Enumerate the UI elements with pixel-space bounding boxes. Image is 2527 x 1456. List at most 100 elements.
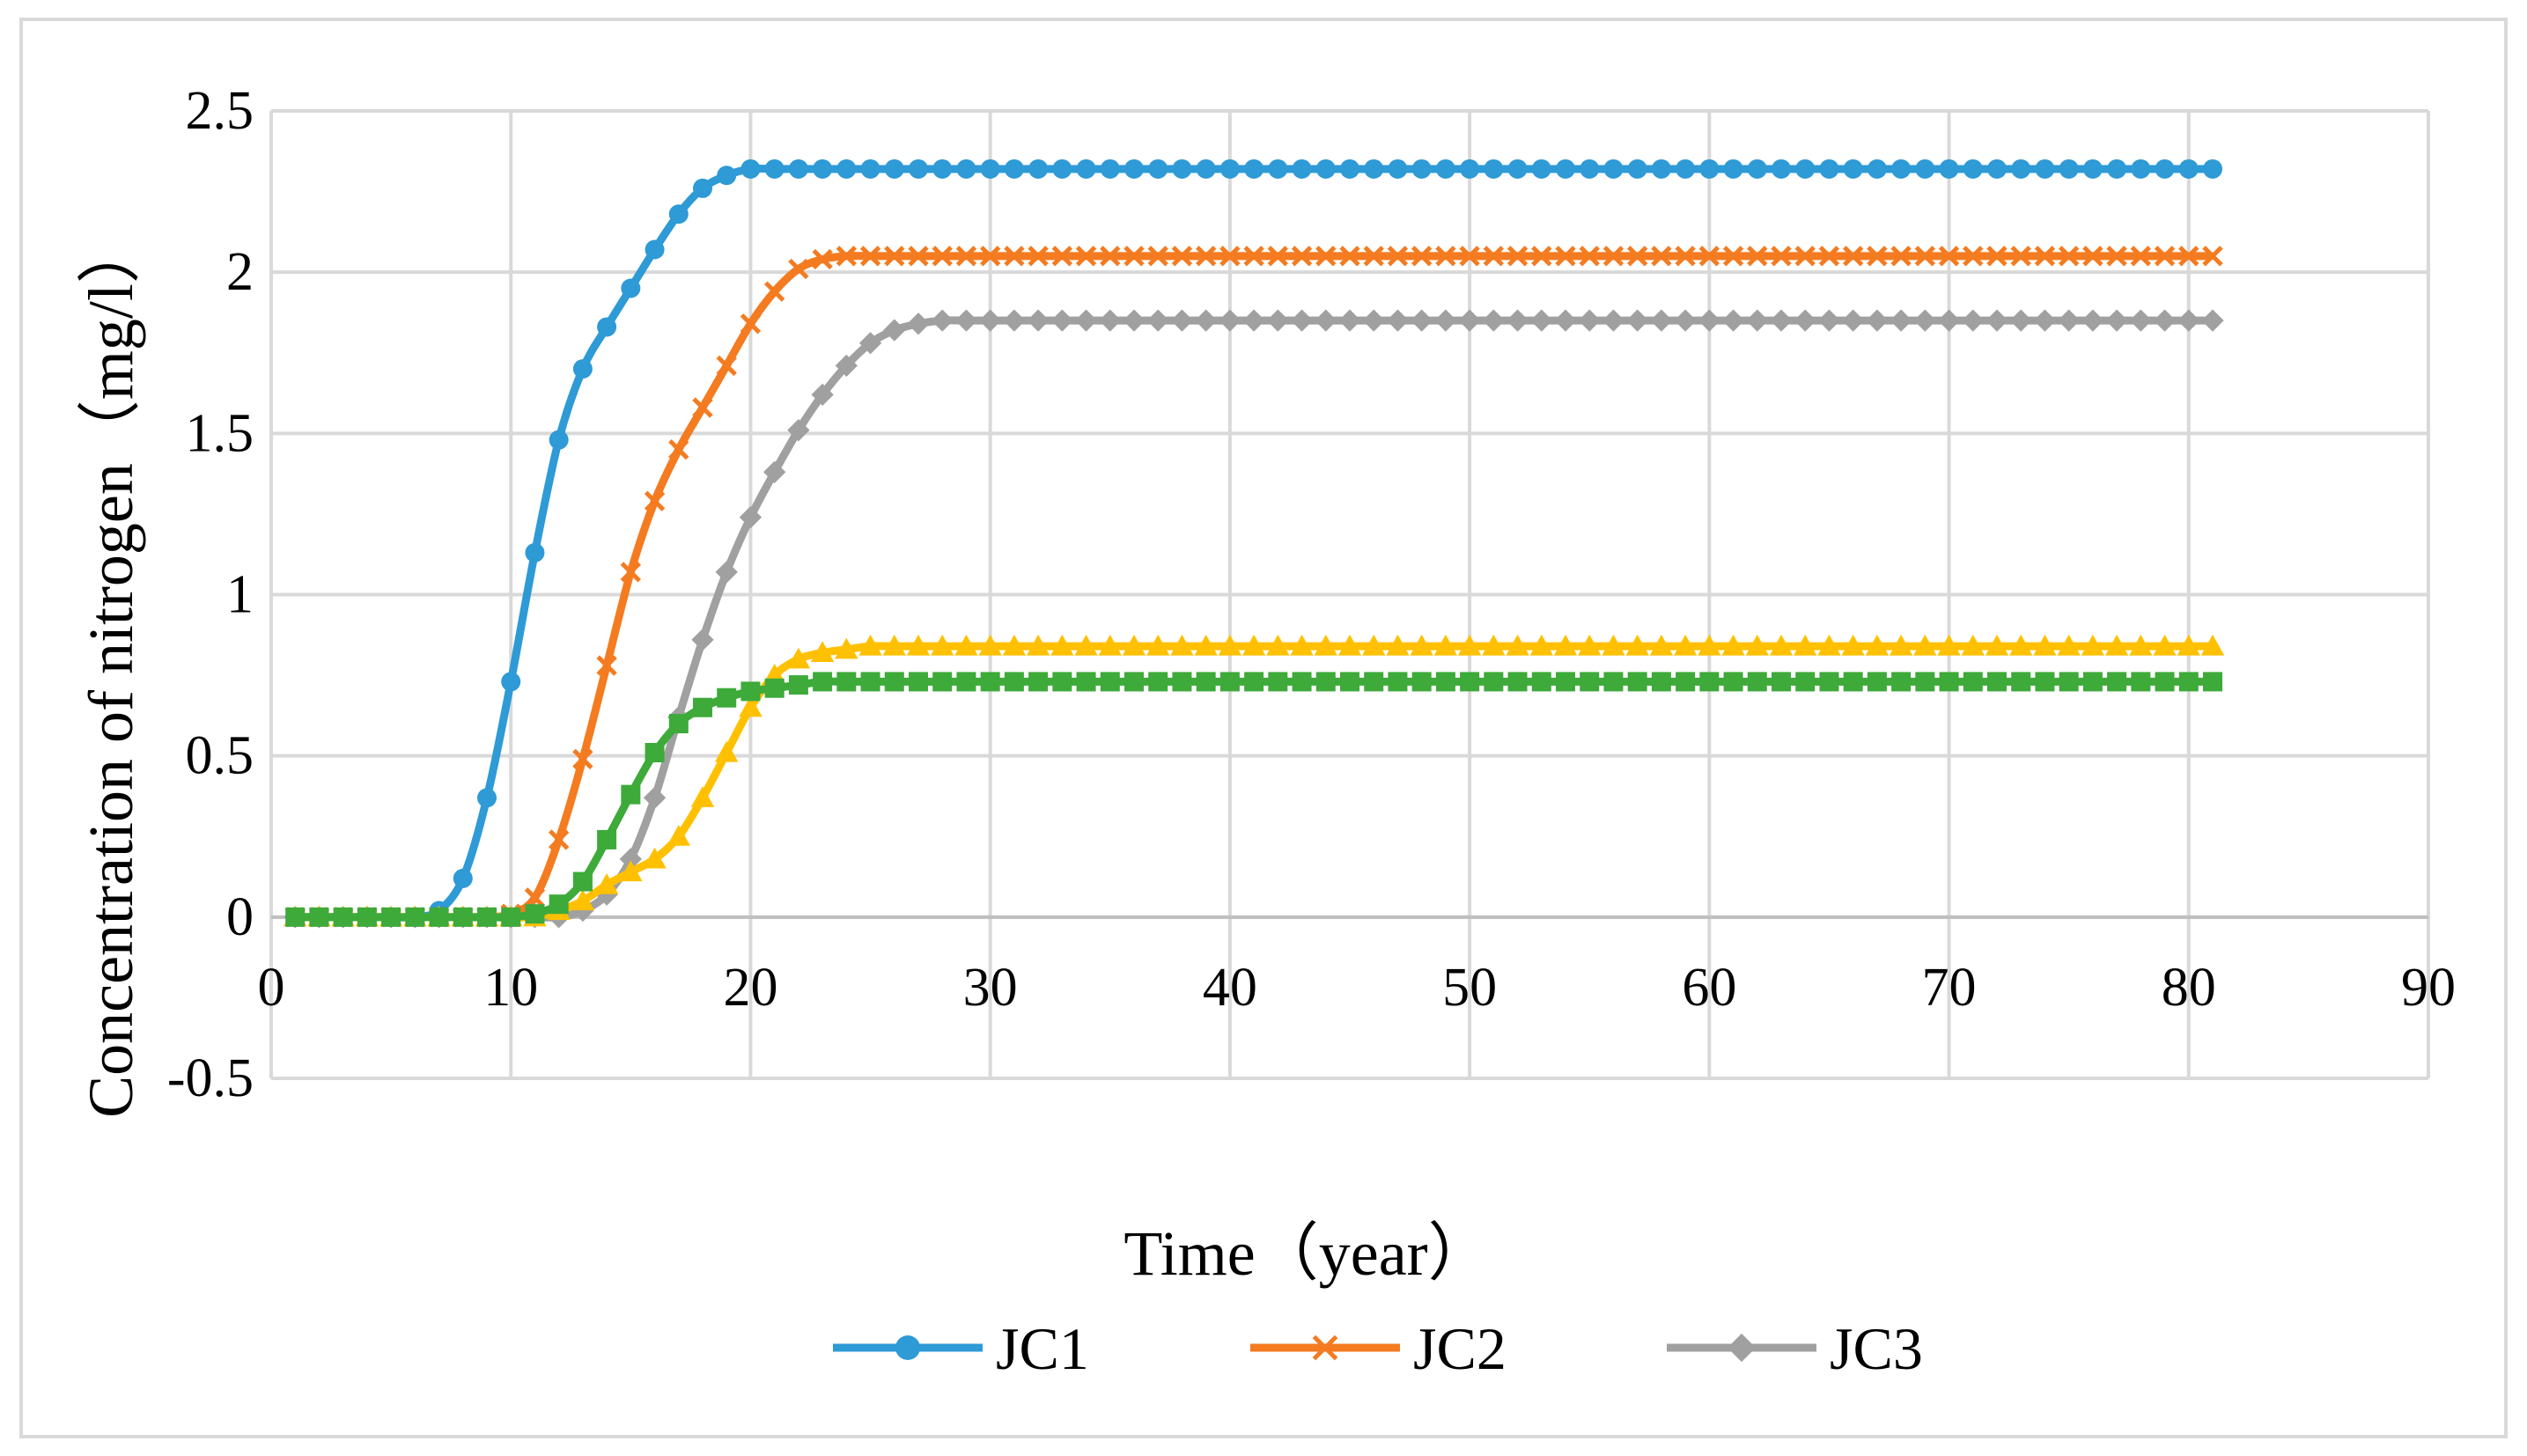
data-point (955, 246, 977, 267)
data-point (1242, 309, 1265, 332)
data-point (860, 158, 880, 179)
data-point (572, 871, 593, 892)
data-point (1241, 634, 1266, 656)
data-point (1649, 634, 1674, 656)
data-point (1100, 158, 1120, 179)
data-point (1314, 634, 1337, 656)
data-point (1794, 309, 1816, 332)
data-point (1530, 309, 1553, 332)
data-point (2153, 309, 2177, 332)
data-point (501, 907, 521, 927)
y-axis-title: Concentration of nitrogen（mg/l） (76, 220, 146, 1118)
data-point (1362, 634, 1386, 656)
data-point (1460, 158, 1480, 179)
data-point (909, 672, 928, 692)
data-point (1433, 634, 1458, 656)
data-point (2035, 672, 2055, 692)
y-tick-label: -0.5 (167, 1048, 254, 1108)
data-point (1843, 672, 1863, 692)
data-point (2155, 672, 2175, 692)
data-point (1580, 672, 1600, 692)
data-point (786, 647, 811, 669)
data-point (1627, 158, 1647, 179)
data-point (1580, 158, 1600, 179)
data-point (1651, 672, 1671, 692)
data-point (1986, 309, 2008, 332)
data-point (1315, 158, 1336, 179)
data-point (787, 419, 810, 442)
data-point (1340, 158, 1359, 179)
data-point (1292, 158, 1312, 179)
data-point (1651, 158, 1671, 179)
data-point (643, 847, 667, 869)
data-point (1603, 158, 1624, 179)
data-point (1482, 309, 1505, 332)
data-point (2104, 634, 2129, 656)
data-point (1219, 246, 1241, 267)
legend-marker (1727, 1333, 1757, 1363)
data-point (1675, 246, 1696, 267)
data-point (740, 158, 761, 179)
y-tick-label: 2.5 (186, 81, 254, 141)
data-point (954, 309, 978, 332)
data-point (2106, 246, 2127, 267)
data-point (619, 860, 643, 882)
data-point (1507, 672, 1528, 692)
data-point (2035, 158, 2055, 179)
data-point (1315, 672, 1336, 692)
data-point (1889, 634, 1913, 656)
data-point (2129, 309, 2152, 332)
data-point (1482, 634, 1506, 656)
data-point (1913, 634, 1937, 656)
data-point (1795, 158, 1816, 179)
data-point (980, 158, 1000, 179)
data-point (692, 397, 713, 418)
data-point (1962, 309, 1985, 332)
data-point (1338, 309, 1361, 332)
data-point (1411, 309, 1433, 332)
data-point (429, 907, 449, 927)
data-point (1986, 246, 2008, 267)
data-point (2011, 158, 2031, 179)
data-point (932, 672, 953, 692)
data-point (1074, 634, 1098, 656)
data-point (1219, 672, 1240, 692)
data-point (1004, 158, 1024, 179)
data-point (956, 672, 976, 692)
data-point (1674, 309, 1697, 332)
data-point (1148, 672, 1168, 692)
data-point (1723, 672, 1743, 692)
data-point (1050, 309, 1073, 332)
data-point (2107, 158, 2127, 179)
data-point (1866, 309, 1889, 332)
x-tick-label: 90 (2401, 958, 2456, 1018)
data-point (979, 246, 1001, 267)
data-point (1745, 634, 1769, 656)
data-point (1124, 672, 1144, 692)
data-point (1721, 309, 1745, 332)
data-point (1987, 672, 2007, 692)
data-point (1602, 309, 1625, 332)
data-point (1915, 672, 1935, 692)
data-point (1387, 246, 1409, 267)
data-point (715, 740, 739, 762)
data-point (1818, 246, 1840, 267)
data-point (2178, 246, 2199, 267)
data-point (1194, 634, 1218, 656)
data-point (1458, 309, 1481, 332)
data-point (1890, 309, 1912, 332)
data-point (2081, 309, 2104, 332)
data-point (1170, 309, 1194, 332)
data-point (1602, 246, 1624, 267)
data-point (1170, 634, 1194, 656)
data-point (572, 359, 593, 379)
data-point (1100, 246, 1121, 267)
data-point (1411, 158, 1432, 179)
data-point (1076, 158, 1096, 179)
data-point (836, 158, 857, 179)
data-point (621, 784, 641, 805)
data-point (549, 430, 569, 450)
x-tick-label: 40 (1203, 958, 1257, 1018)
data-point (2201, 309, 2224, 332)
